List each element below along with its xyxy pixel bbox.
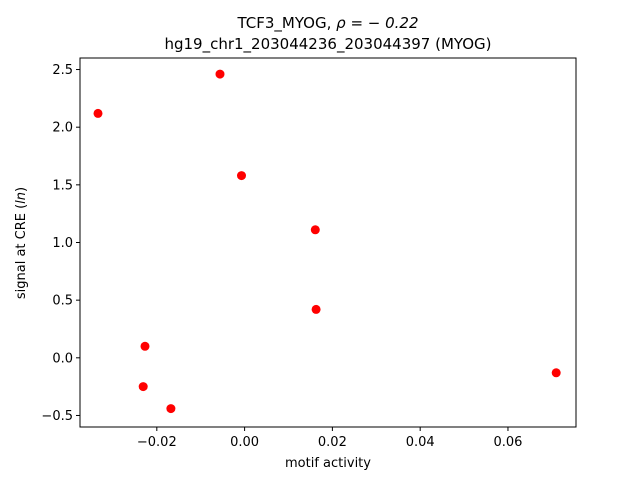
data-point-7 <box>138 382 148 392</box>
y-tick-label: 2.5 <box>52 63 73 78</box>
data-point-2 <box>215 69 225 79</box>
x-tick-label: 0.00 <box>230 435 259 450</box>
x-tick-label: 0.02 <box>318 435 347 450</box>
y-tick-label: −0.5 <box>41 409 73 424</box>
chart-title-line2: hg19_chr1_203044236_203044397 (MYOG) <box>164 35 491 54</box>
chart-title-line1: TCF3_MYOG, ρ = − 0.22 <box>236 14 418 33</box>
data-point-5 <box>311 304 321 314</box>
data-points <box>93 69 561 414</box>
x-tick-label: 0.06 <box>493 435 522 450</box>
data-point-6 <box>140 341 150 351</box>
y-tick-label: 0.5 <box>52 294 73 309</box>
y-tick-label: 2.0 <box>52 121 73 136</box>
y-tick-label: 1.5 <box>52 178 73 193</box>
axes-frame <box>79 57 577 428</box>
y-tick-label: 0.0 <box>52 351 73 366</box>
data-point-8 <box>166 404 176 414</box>
data-point-9 <box>551 368 561 378</box>
rho-value: ρ = − 0.22 <box>336 14 418 32</box>
data-point-1 <box>93 108 103 118</box>
y-axis-label: signal at CRE (ln) <box>14 187 29 299</box>
y-axis-ticks: −0.5 0.0 0.5 1.0 1.5 2.0 2.5 <box>41 63 80 424</box>
x-axis-ticks: −0.02 0.00 0.02 0.04 0.06 <box>137 427 522 450</box>
x-tick-label: 0.04 <box>406 435 435 450</box>
data-point-3 <box>237 171 246 181</box>
x-axis-label: motif activity <box>285 456 371 471</box>
data-point-4 <box>310 225 320 235</box>
x-tick-label: −0.02 <box>137 435 177 450</box>
y-tick-label: 1.0 <box>52 236 73 251</box>
